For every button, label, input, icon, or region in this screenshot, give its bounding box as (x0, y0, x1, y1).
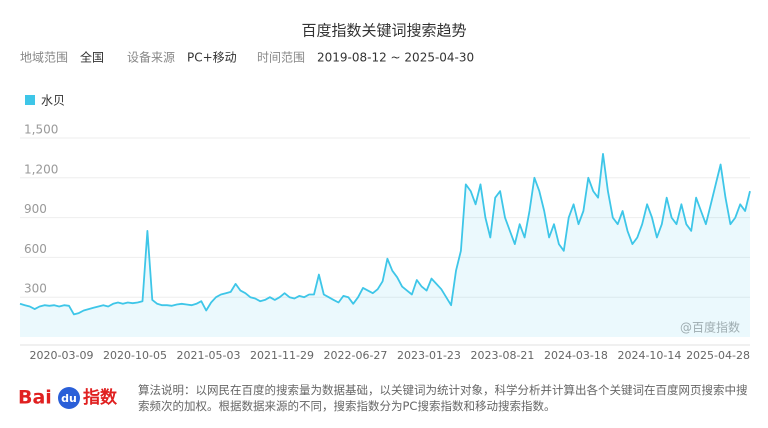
y-tick-label: 1,500 (24, 123, 58, 137)
x-tick-label: 2021-05-03 (177, 349, 241, 362)
x-tick-label: 2024-03-18 (544, 349, 608, 362)
x-tick-label: 2022-06-27 (324, 349, 388, 362)
y-tick-label: 1,200 (24, 162, 58, 176)
watermark: @百度指数 (680, 320, 740, 335)
filter-value: 2019-08-12 ~ 2025-04-30 (317, 51, 474, 65)
legend-label: 水贝 (41, 94, 65, 108)
x-tick-label: 2020-03-09 (30, 349, 94, 362)
y-tick-label: 300 (24, 282, 47, 296)
line (19, 153, 751, 316)
filter-label: 地域范围 (20, 51, 68, 65)
x-tick-label: 2023-01-23 (397, 349, 461, 362)
logo-du: du (61, 392, 77, 405)
chart-title: 百度指数关键词搜索趋势 (301, 22, 466, 40)
y-tick-label: 600 (24, 242, 47, 256)
x-tick-label: 2025-04-28 (686, 349, 750, 362)
y-tick-label: 900 (24, 202, 47, 216)
filter-label: 时间范围 (257, 51, 305, 65)
logo-paw (58, 387, 80, 409)
algorithm-note: 算法说明：以网民在百度的搜索量为数据基础，以关键词为统计对象，科学分析并计算出各… (138, 383, 748, 413)
legend-swatch (25, 95, 35, 105)
logo-bai: Bai (18, 387, 52, 409)
filter-label: 设备来源 (127, 51, 175, 65)
x-tick-label: 2023-08-21 (470, 349, 534, 362)
x-tick-label: 2024-10-14 (617, 349, 681, 362)
x-tick-label: 2020-10-05 (103, 349, 167, 362)
x-tick-label: 2021-11-29 (250, 349, 314, 362)
area (20, 153, 750, 337)
filter-value: 全国 (80, 50, 104, 65)
logo-zhishu: 指数 (83, 387, 118, 408)
filter-value: PC+移动 (187, 51, 237, 65)
